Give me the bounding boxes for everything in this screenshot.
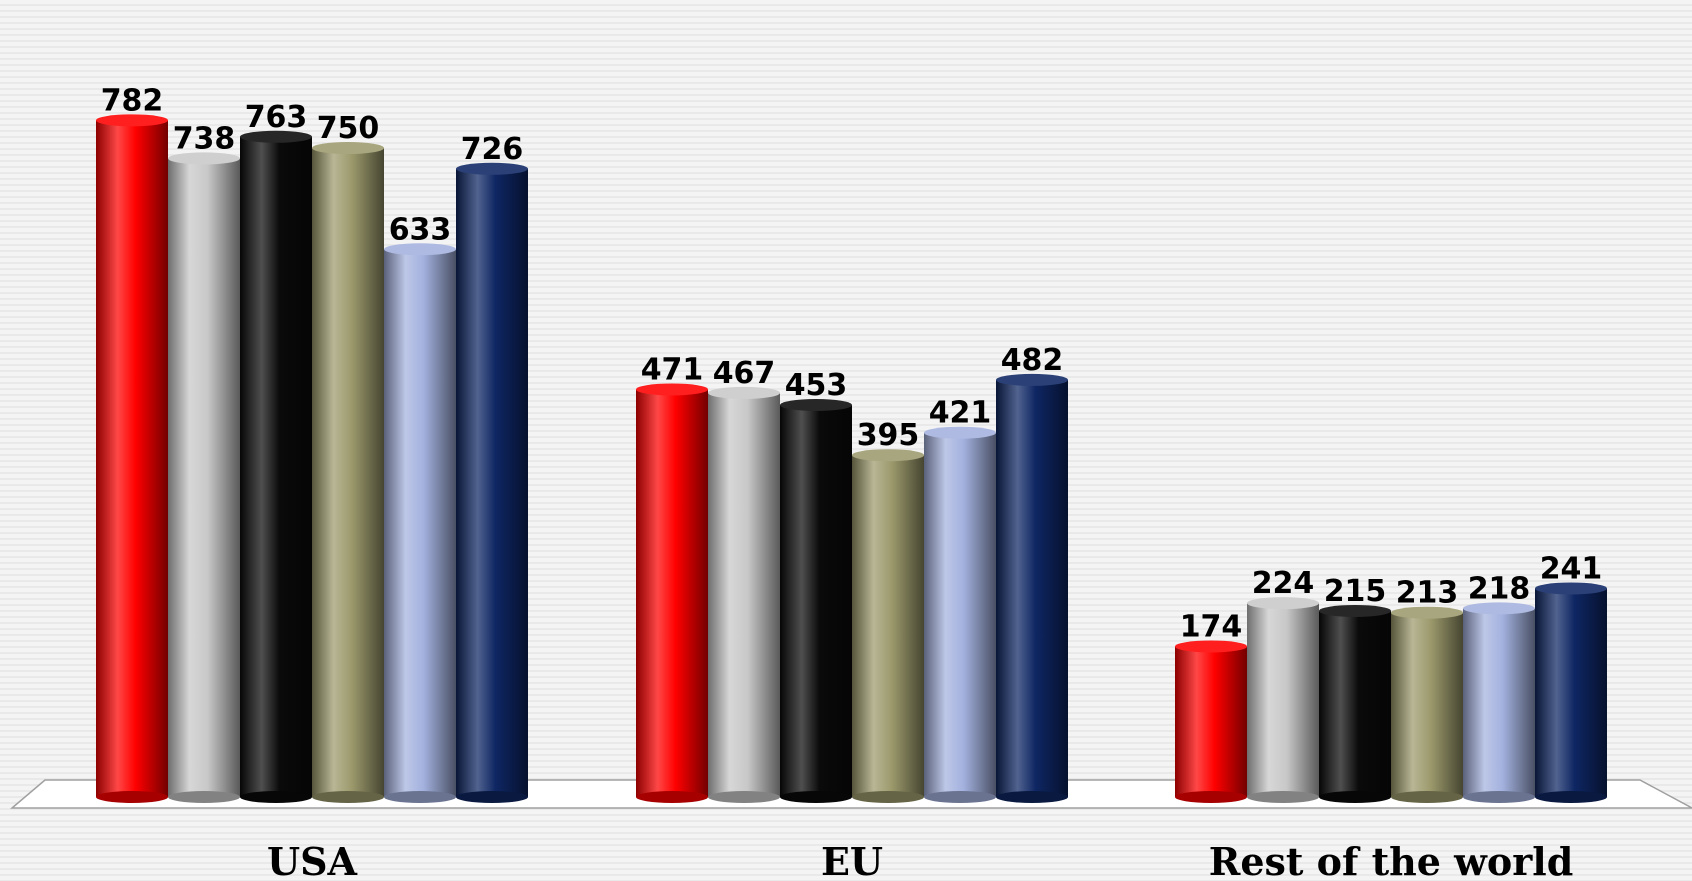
data-label: 215 [1324, 574, 1387, 609]
bar [456, 163, 528, 803]
bar [780, 399, 852, 803]
data-label: 471 [641, 352, 704, 387]
bar [852, 449, 924, 803]
bar [1247, 597, 1319, 803]
data-label: 467 [713, 356, 776, 391]
data-label: 738 [173, 121, 236, 156]
data-label: 174 [1180, 609, 1243, 644]
data-label: 453 [785, 368, 848, 403]
data-label: 213 [1396, 576, 1459, 611]
bar [1319, 605, 1391, 803]
bar [636, 383, 708, 803]
data-label: 782 [101, 83, 164, 118]
bar [924, 427, 996, 803]
bar [996, 374, 1068, 803]
bar [312, 142, 384, 803]
data-label: 750 [317, 111, 380, 146]
data-label: 241 [1540, 551, 1603, 586]
bar [96, 114, 168, 803]
data-label: 726 [461, 132, 524, 167]
category-label: USA [267, 839, 358, 881]
bars-layer [96, 114, 1607, 803]
category-label: EU [821, 839, 883, 881]
data-label: 633 [389, 212, 452, 247]
data-label: 395 [857, 418, 920, 453]
data-label: 421 [929, 396, 992, 431]
data-label: 218 [1468, 571, 1531, 606]
data-label: 224 [1252, 566, 1315, 601]
bar [1391, 607, 1463, 803]
category-label: Rest of the world [1209, 839, 1574, 881]
bar [1175, 640, 1247, 803]
data-label: 763 [245, 100, 308, 135]
bar [1535, 582, 1607, 803]
data-label: 482 [1001, 343, 1064, 378]
bar [1463, 602, 1535, 803]
bar-group-1 [636, 374, 1068, 803]
bar-group-0 [96, 114, 528, 803]
bar [168, 152, 240, 803]
category-labels-layer: USA EU Rest of the world [267, 839, 1573, 881]
bar [240, 131, 312, 803]
bar [708, 387, 780, 803]
bar [384, 243, 456, 803]
